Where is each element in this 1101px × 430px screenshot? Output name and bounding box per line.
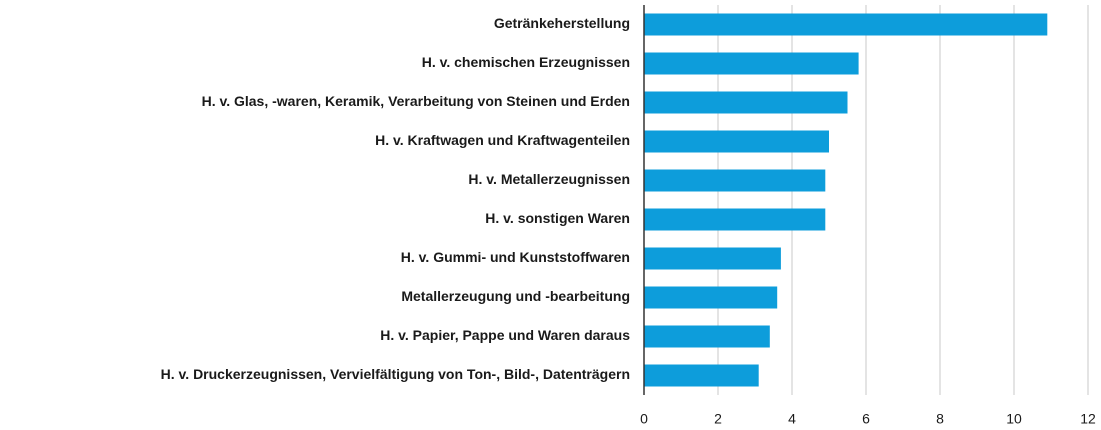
y-tick-label: H. v. Druckerzeugnissen, Vervielfältigun… [161, 366, 630, 382]
y-tick-label: Getränkeherstellung [494, 15, 630, 31]
x-tick-label: 0 [640, 411, 648, 427]
bar [644, 208, 826, 231]
bar [644, 52, 859, 75]
bar [644, 130, 829, 153]
bar [644, 364, 759, 387]
y-tick-label: H. v. Kraftwagen und Kraftwagenteilen [375, 132, 630, 148]
x-tick-label: 10 [1006, 411, 1022, 427]
x-tick-label: 8 [936, 411, 944, 427]
x-tick-label: 2 [714, 411, 722, 427]
bar [644, 286, 778, 309]
y-tick-label: H. v. Metallerzeugnissen [468, 171, 630, 187]
y-tick-label: H. v. sonstigen Waren [485, 210, 630, 226]
bar [644, 169, 826, 192]
x-tick-label: 4 [788, 411, 796, 427]
bar [644, 247, 781, 270]
y-tick-label: H. v. Papier, Pappe und Waren daraus [380, 327, 630, 343]
bar [644, 325, 770, 348]
y-tick-label: Metallerzeugung und -bearbeitung [401, 288, 630, 304]
y-tick-label: H. v. Glas, -waren, Keramik, Verarbeitun… [202, 93, 630, 109]
bar [644, 91, 848, 114]
x-tick-label: 6 [862, 411, 870, 427]
y-tick-label: H. v. chemischen Erzeugnissen [422, 54, 630, 70]
y-tick-label: H. v. Gummi- und Kunststoffwaren [401, 249, 630, 265]
bar [644, 13, 1048, 36]
x-tick-label: 12 [1080, 411, 1096, 427]
